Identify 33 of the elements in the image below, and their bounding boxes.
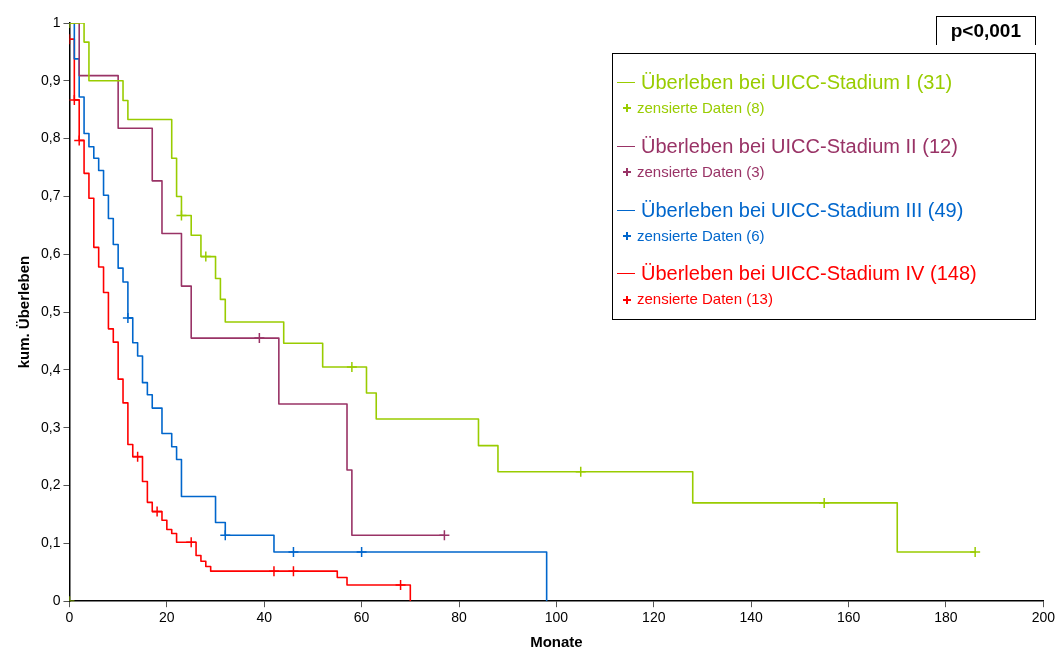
legend-label: zensierte Daten (6) <box>637 226 765 246</box>
annotation: p<0,001 <box>935 16 1036 45</box>
y-tick-label: 0,2 <box>40 476 61 493</box>
y-tick-label: 1 <box>52 13 61 30</box>
legend-label: Überleben bei UICC-Stadium IV (148) <box>641 261 977 287</box>
x-tick-label: 0 <box>65 609 74 626</box>
y-tick-label: 0,4 <box>40 360 61 377</box>
x-tick-label: 20 <box>159 609 175 626</box>
x-tick-label: 100 <box>544 609 569 626</box>
y-tick-label: 0,3 <box>40 418 61 435</box>
x-tick-label: 140 <box>739 609 764 626</box>
legend-label: Überleben bei UICC-Stadium II (12) <box>641 133 958 159</box>
y-tick-label: 0,6 <box>40 245 61 262</box>
x-tick-label: 60 <box>353 609 370 626</box>
legend-label: zensierte Daten (13) <box>637 290 773 309</box>
x-axis-title: Monate <box>530 633 583 651</box>
y-tick-label: 0 <box>52 592 61 609</box>
y-tick-label: 0,5 <box>40 302 61 319</box>
legend-label: Überleben bei UICC-Stadium I (31) <box>641 70 953 95</box>
y-tick-label: 0,1 <box>40 534 61 551</box>
x-tick-label: 200 <box>1031 609 1056 626</box>
legend-label: Überleben bei UICC-Stadium III (49) <box>641 197 964 223</box>
x-tick-label: 120 <box>642 609 666 626</box>
x-tick-label: 180 <box>934 609 958 626</box>
x-tick-label: 160 <box>836 609 861 626</box>
legend-label: zensierte Daten (8) <box>637 99 765 118</box>
y-tick-label: 0,7 <box>40 187 61 204</box>
x-tick-label: 80 <box>451 609 467 626</box>
legend-label: zensierte Daten (3) <box>637 162 765 182</box>
x-tick-label: 40 <box>256 609 273 626</box>
y-tick-label: 0,8 <box>40 129 61 146</box>
y-axis-title: kum. Überleben <box>15 255 33 369</box>
y-tick-label: 0,9 <box>40 71 61 88</box>
